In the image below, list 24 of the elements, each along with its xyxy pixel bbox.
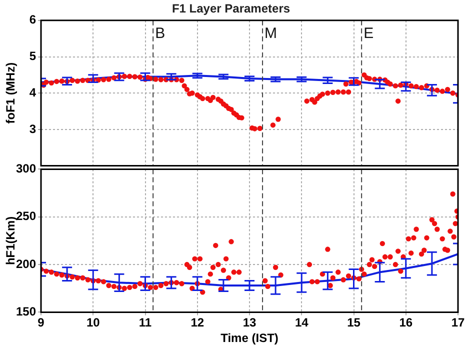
- y-tick-label: 3: [29, 122, 36, 136]
- ref-line-label: M: [264, 25, 278, 42]
- x-tick-label: 13: [242, 316, 256, 330]
- y-tick-label: 300: [16, 162, 36, 176]
- x-tick-label: 9: [38, 316, 45, 330]
- x-tick-label: 17: [451, 316, 465, 330]
- y-tick-label: 5: [29, 49, 36, 64]
- x-tick-label: 12: [190, 316, 204, 330]
- y-tick-label: 6: [29, 12, 36, 27]
- y-axis-title: foF1 (MHz): [4, 62, 18, 124]
- x-tick-label: 15: [347, 316, 361, 330]
- x-tick-label: 10: [86, 316, 100, 330]
- ref-line-label: E: [364, 25, 374, 42]
- chart-title: F1 Layer Parameters: [172, 2, 290, 16]
- y-tick-label: 200: [16, 256, 36, 271]
- y-tick-label: 150: [16, 304, 36, 319]
- y-tick-label: 250: [16, 209, 36, 224]
- y-tick-label: 4: [29, 85, 36, 100]
- x-axis-title: Time (IST): [220, 331, 278, 346]
- y-axis-title: hF1(Km): [4, 216, 18, 266]
- x-tick-label: 16: [399, 316, 413, 330]
- x-tick-label: 14: [294, 316, 309, 330]
- x-tick-label: 11: [138, 316, 152, 330]
- ref-line-label: B: [155, 25, 166, 42]
